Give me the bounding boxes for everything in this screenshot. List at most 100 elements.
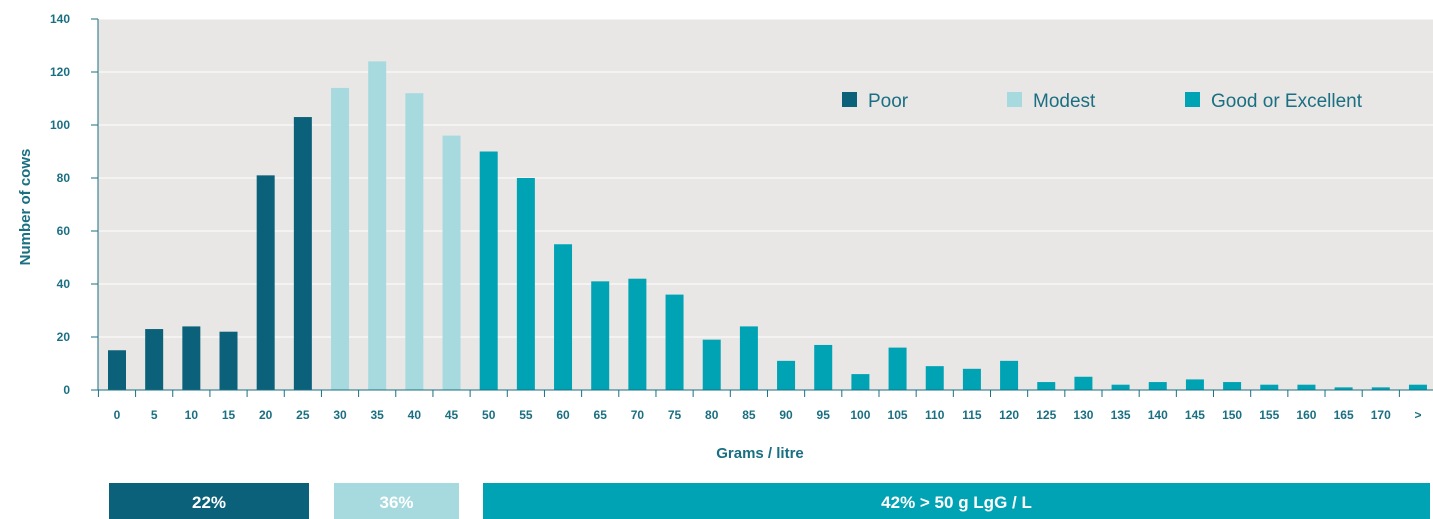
- summary-band-bar: [334, 483, 459, 519]
- bar: [1185, 379, 1204, 390]
- x-tick-label: 155: [1259, 408, 1279, 422]
- y-tick-label: 120: [50, 65, 70, 79]
- x-tick-label: 75: [668, 408, 682, 422]
- summary-bands: 22% 36% 42% > 50 g LgG / L: [109, 483, 1430, 519]
- x-tick-label: 20: [259, 408, 273, 422]
- x-tick-label: 80: [705, 408, 719, 422]
- bar: [1223, 382, 1242, 390]
- bar: [1260, 384, 1279, 390]
- x-tick-label: 90: [779, 408, 793, 422]
- x-tick-label: 15: [222, 408, 236, 422]
- bar: [1000, 360, 1019, 390]
- bar: [145, 329, 164, 390]
- bar: [108, 350, 126, 390]
- gridlines: [98, 18, 1433, 338]
- x-tick-label: 150: [1222, 408, 1242, 422]
- bar: [368, 61, 387, 391]
- legend-label: Poor: [868, 91, 909, 112]
- summary-band-label: 36%: [379, 493, 413, 512]
- legend-swatch: [1185, 92, 1200, 107]
- x-tick-label: 50: [482, 408, 496, 422]
- legend-item: Modest: [1007, 91, 1096, 112]
- bar: [665, 294, 684, 390]
- legend-item: Good or Excellent: [1185, 91, 1363, 112]
- summary-band-label: 42% > 50 g LgG / L: [881, 493, 1032, 512]
- summary-band-bar: [109, 483, 309, 519]
- bars: [108, 61, 1427, 391]
- bar: [702, 339, 721, 390]
- plot-background: [98, 19, 1433, 390]
- summary-band: 22%: [109, 483, 309, 519]
- bar: [925, 366, 944, 390]
- x-tick-label: 130: [1073, 408, 1093, 422]
- x-tick-label: 45: [445, 408, 459, 422]
- bar: [256, 175, 275, 390]
- x-tick-label: 30: [333, 408, 347, 422]
- x-tick-label: 70: [631, 408, 645, 422]
- y-tick-label: 0: [63, 383, 70, 397]
- bar: [405, 93, 424, 390]
- bar: [1297, 384, 1316, 390]
- bar: [628, 278, 647, 390]
- bar: [591, 281, 610, 390]
- x-tick-label: >: [1414, 408, 1421, 422]
- bar: [442, 135, 461, 390]
- legend-swatch: [842, 92, 857, 107]
- bar: [777, 360, 796, 390]
- x-tick-label: 110: [925, 408, 945, 422]
- x-tick-label: 140: [1148, 408, 1168, 422]
- x-tick-label: 125: [1036, 408, 1056, 422]
- x-tick-label: 120: [999, 408, 1019, 422]
- y-tick-label: 60: [57, 224, 71, 238]
- x-tick-label: 160: [1296, 408, 1316, 422]
- bar: [1371, 387, 1390, 390]
- x-tick-label: 105: [888, 408, 908, 422]
- y-tick-label: 80: [57, 171, 71, 185]
- legend-swatch: [1007, 92, 1022, 107]
- x-axis-title: Grams / litre: [716, 445, 804, 462]
- y-tick-label: 40: [57, 277, 71, 291]
- summary-band-label: 22%: [192, 493, 226, 512]
- legend: Poor Modest Good or Excellent: [842, 91, 1363, 112]
- bar: [1037, 382, 1056, 390]
- x-tick-label: 85: [742, 408, 756, 422]
- x-tick-labels: 0 5 10 15 20 25 30 35 40 45 50 55 60 65 70 75 80 85 90 95 10…: [114, 408, 1422, 422]
- bar: [962, 368, 981, 390]
- summary-band: 36%: [334, 483, 459, 519]
- y-axis-title: Number of cows: [17, 149, 34, 266]
- y-tick-label: 140: [50, 12, 70, 26]
- bar: [739, 326, 758, 390]
- bar: [331, 87, 350, 391]
- bar: [1408, 384, 1427, 390]
- bar: [1111, 384, 1130, 390]
- bar: [888, 347, 907, 390]
- x-tick-label: 165: [1334, 408, 1354, 422]
- bar: [516, 178, 535, 390]
- bar: [219, 331, 238, 390]
- bar: [851, 374, 870, 390]
- bar: [814, 344, 833, 390]
- x-tick-label: 170: [1371, 408, 1391, 422]
- x-tick-label: 0: [114, 408, 121, 422]
- summary-band-bar: [483, 483, 1430, 519]
- bar: [554, 244, 573, 390]
- x-tick-label: 65: [594, 408, 608, 422]
- summary-band: 42% > 50 g LgG / L: [483, 483, 1430, 519]
- legend-label: Good or Excellent: [1211, 91, 1363, 112]
- y-tick-label: 100: [50, 118, 70, 132]
- x-tick-label: 95: [817, 408, 831, 422]
- bar: [1148, 382, 1167, 390]
- x-tick-label: 135: [1111, 408, 1131, 422]
- y-tick-label: 20: [57, 330, 71, 344]
- x-tick-label: 100: [850, 408, 870, 422]
- axes: [91, 18, 1433, 397]
- legend-item: Poor: [842, 91, 909, 112]
- bar: [1334, 387, 1353, 390]
- bar: [293, 117, 312, 391]
- x-tick-label: 60: [556, 408, 570, 422]
- x-tick-label: 25: [296, 408, 310, 422]
- x-tick-label: 5: [151, 408, 158, 422]
- y-tick-labels: 0 20 40 60 80 100 120 140: [50, 12, 70, 397]
- legend-label: Modest: [1033, 91, 1096, 112]
